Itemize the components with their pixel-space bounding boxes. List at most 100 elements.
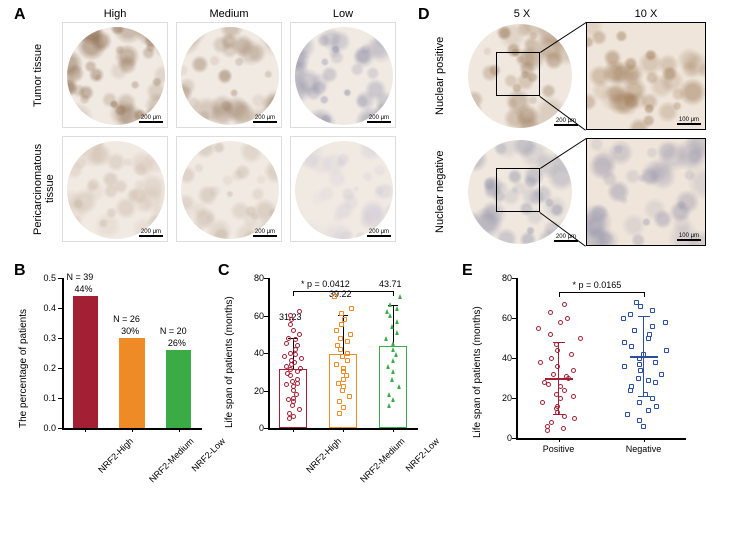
data-point [646,378,651,383]
panelD-col-header: 10 X [586,8,706,20]
scalebar: 200 μm [367,115,391,123]
ytick-label: 40 [494,353,512,363]
data-point [578,336,583,341]
data-point [284,341,289,346]
scalebar-line [253,121,277,123]
tissue-image [295,27,393,125]
panelA-row-header: Pericarcinomatous tissue [32,136,52,242]
scalebar: 100 μm [677,117,701,125]
data-point [628,312,633,317]
bar [73,296,99,428]
data-point [388,302,392,307]
data-point [286,336,291,341]
ytick-label: 80 [494,273,512,283]
data-point [632,328,637,333]
scalebar-line [253,235,277,237]
data-point [538,360,543,365]
panelA-tissue-slot: 200 μm [176,22,282,128]
data-point [650,324,655,329]
data-point [637,400,642,405]
data-point [341,366,346,371]
data-point [561,426,566,431]
panelA-col-header: Medium [176,8,282,20]
data-point [659,372,664,377]
data-point [548,310,553,315]
data-point [288,322,293,327]
data-point [386,364,390,369]
ytick-label: 60 [494,313,512,323]
tissue-fill [295,141,393,239]
tissue-image [295,141,393,239]
data-point [571,368,576,373]
category-label: Negative [618,444,670,454]
data-point [384,336,388,341]
data-point [345,339,350,344]
data-point [548,332,553,337]
data-point [390,324,394,329]
data-point [562,388,567,393]
data-point [555,404,560,409]
data-point [391,341,395,346]
scalebar: 200 μm [367,229,391,237]
ytick-label: 0.5 [34,273,56,283]
ytick-label: 20 [494,393,512,403]
data-point [562,302,567,307]
scalebar: 200 μm [253,115,277,123]
data-point [295,377,300,382]
data-point [390,377,394,382]
data-point [339,311,344,316]
panelA-tissue-slot: 200 μm [176,136,282,242]
data-point [549,356,554,361]
data-point [650,396,655,401]
tissue-image [181,141,279,239]
data-point [629,384,634,389]
scalebar: 200 μm [139,229,163,237]
tissue-image [181,27,279,125]
data-point [297,332,302,337]
data-point [338,336,343,341]
scalebar: 200 μm [253,229,277,237]
panelA-tissue-slot: 200 μm [290,22,396,128]
data-point [394,352,398,357]
data-point [337,399,342,404]
data-point [395,306,399,311]
data-point [542,380,547,385]
tissue-fill [587,23,705,129]
data-point [385,309,389,314]
zoom-indicator [496,168,540,212]
data-point [387,403,391,408]
tissue-fill [67,27,165,125]
data-point [293,337,298,342]
tissue-fill [295,27,393,125]
data-point [348,332,353,337]
category-label: NRF2-High [304,436,343,475]
bar [119,338,145,428]
mean-value-label: 43.71 [379,279,402,289]
ytick-label: 40 [246,348,264,358]
panelD-row-header: Nuclear positive [434,22,454,130]
panelD-10x-slot: 100 μm [586,138,706,246]
category-label: NRF2-Medium [358,436,406,484]
panelD-col-header: 5 X [462,8,582,20]
data-point [288,313,293,318]
panelA-tissue-slot: 200 μm [62,22,168,128]
panelA-col-header: High [62,8,168,20]
y-axis [62,278,64,428]
panelA-row-header: Tumor tissue [32,22,52,128]
ytick-label: 0 [494,433,512,443]
data-point [622,364,627,369]
scalebar-line [139,235,163,237]
data-point [558,320,563,325]
data-point [554,342,559,347]
bar-annotation-N: N = 20 [160,326,187,336]
panelB-yaxis-label: The percentage of patients [18,278,29,428]
data-point [564,374,569,379]
zoom-indicator [496,52,540,96]
ytick-label: 0.1 [34,393,56,403]
data-point [625,412,630,417]
data-point [558,384,563,389]
significance-label: * p = 0.0165 [573,280,622,290]
data-point [391,358,395,363]
data-point [562,414,567,419]
tissue-image [67,141,165,239]
